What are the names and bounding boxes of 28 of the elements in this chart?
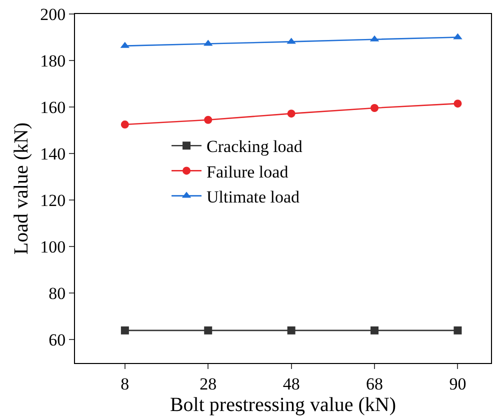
y-tick-label: 140 — [40, 144, 66, 164]
point — [370, 326, 379, 334]
y-tick-label: 180 — [40, 51, 66, 70]
y-tick-label: 80 — [48, 284, 66, 304]
point — [120, 326, 129, 334]
legend-label: Failure load — [206, 162, 289, 182]
legend-label: Ultimate load — [206, 187, 300, 206]
legend-label: Cracking load — [206, 137, 303, 156]
x-tick-label: 48 — [282, 374, 300, 394]
y-tick-label: 160 — [40, 98, 66, 118]
y-tick-label: 100 — [40, 238, 66, 257]
point — [287, 326, 296, 334]
x-tick-label: 28 — [200, 374, 217, 394]
point — [287, 110, 296, 118]
y-tick-label: 120 — [40, 191, 66, 210]
x-axis-title: Bolt prestressing value (kN) — [170, 394, 396, 416]
x-tick-label: 8 — [120, 374, 130, 394]
point — [204, 116, 212, 124]
x-tick-label: 90 — [449, 374, 466, 394]
point — [454, 326, 462, 334]
point — [370, 104, 379, 112]
y-axis-title: Load value (kN) — [10, 122, 33, 255]
y-tick-label: 200 — [40, 4, 66, 24]
point — [454, 100, 462, 108]
point — [204, 326, 212, 334]
y-tick-label: 60 — [48, 330, 66, 350]
x-tick-label: 68 — [366, 374, 384, 394]
point — [120, 120, 129, 129]
